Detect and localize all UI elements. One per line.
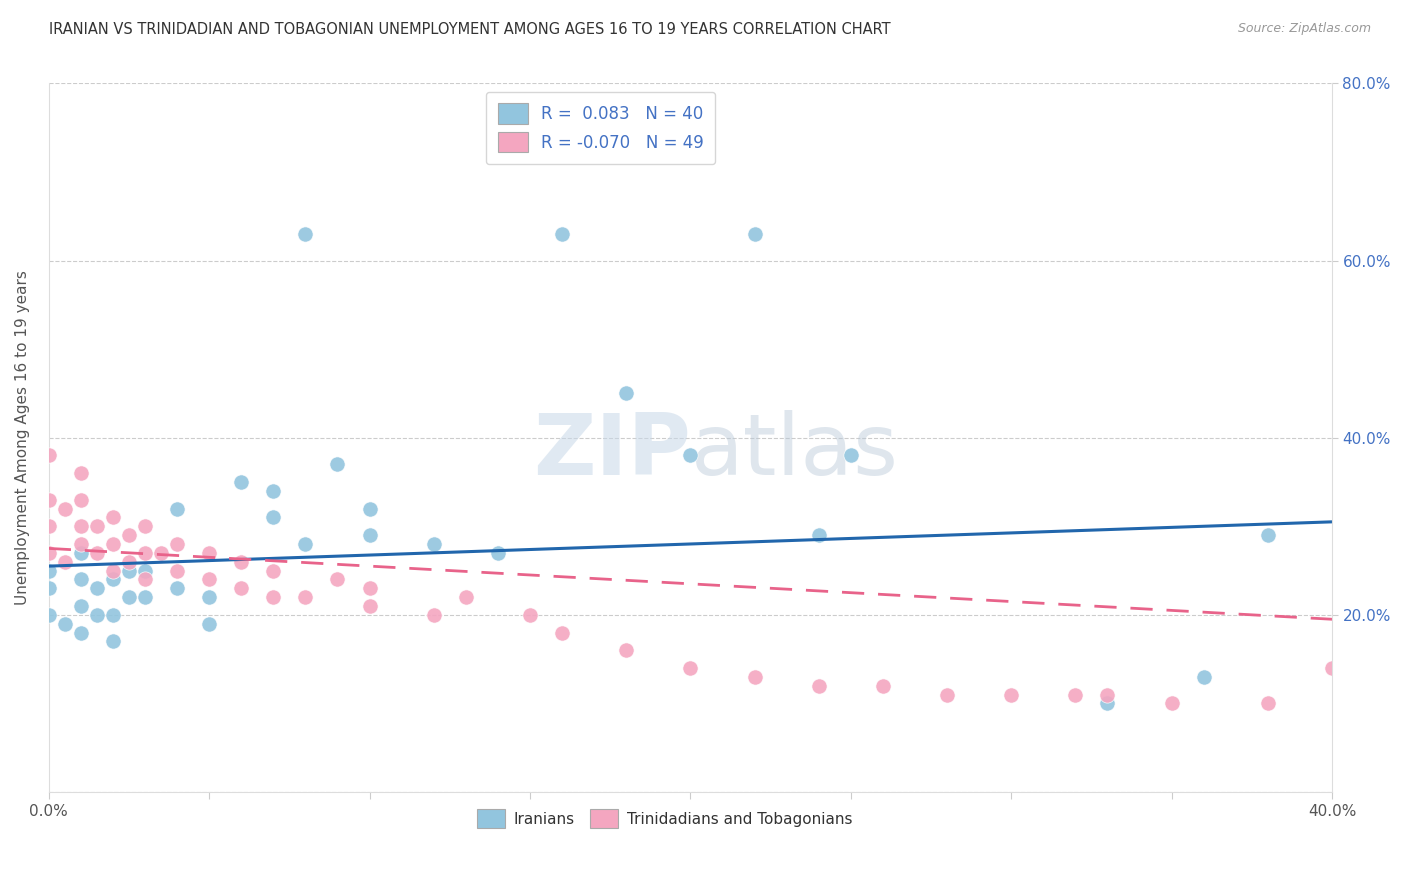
Point	[69, 519, 91, 533]
Point	[86, 546, 108, 560]
Point	[198, 546, 221, 560]
Point	[118, 528, 141, 542]
Point	[69, 546, 91, 560]
Point	[744, 670, 766, 684]
Text: atlas: atlas	[690, 410, 898, 493]
Point	[326, 457, 349, 471]
Point	[807, 528, 830, 542]
Point	[614, 643, 637, 657]
Point	[1097, 688, 1119, 702]
Point	[69, 599, 91, 613]
Point	[1097, 697, 1119, 711]
Point	[359, 528, 381, 542]
Point	[422, 607, 444, 622]
Text: ZIP: ZIP	[533, 410, 690, 493]
Point	[551, 625, 574, 640]
Point	[294, 227, 316, 241]
Point	[294, 537, 316, 551]
Point	[1192, 670, 1215, 684]
Point	[69, 573, 91, 587]
Point	[551, 227, 574, 241]
Point	[69, 466, 91, 480]
Point	[118, 564, 141, 578]
Text: IRANIAN VS TRINIDADIAN AND TOBAGONIAN UNEMPLOYMENT AMONG AGES 16 TO 19 YEARS COR: IRANIAN VS TRINIDADIAN AND TOBAGONIAN UN…	[49, 22, 891, 37]
Point	[231, 555, 253, 569]
Point	[86, 607, 108, 622]
Point	[38, 564, 60, 578]
Point	[359, 501, 381, 516]
Point	[166, 564, 188, 578]
Point	[38, 607, 60, 622]
Point	[679, 449, 702, 463]
Point	[101, 634, 124, 648]
Point	[1000, 688, 1022, 702]
Point	[38, 492, 60, 507]
Point	[519, 607, 541, 622]
Point	[198, 590, 221, 604]
Point	[118, 590, 141, 604]
Point	[326, 573, 349, 587]
Point	[166, 581, 188, 595]
Point	[1064, 688, 1087, 702]
Point	[807, 679, 830, 693]
Point	[134, 546, 156, 560]
Point	[262, 483, 284, 498]
Point	[101, 573, 124, 587]
Point	[1257, 528, 1279, 542]
Point	[231, 581, 253, 595]
Point	[359, 581, 381, 595]
Point	[69, 625, 91, 640]
Point	[166, 501, 188, 516]
Point	[262, 564, 284, 578]
Point	[38, 519, 60, 533]
Point	[262, 590, 284, 604]
Point	[231, 475, 253, 489]
Point	[53, 616, 76, 631]
Point	[38, 449, 60, 463]
Point	[454, 590, 477, 604]
Point	[359, 599, 381, 613]
Point	[422, 537, 444, 551]
Point	[198, 616, 221, 631]
Legend: Iranians, Trinidadians and Tobagonians: Iranians, Trinidadians and Tobagonians	[471, 803, 859, 834]
Point	[101, 537, 124, 551]
Point	[118, 555, 141, 569]
Point	[1320, 661, 1343, 675]
Point	[101, 510, 124, 524]
Point	[614, 386, 637, 401]
Point	[53, 555, 76, 569]
Point	[262, 510, 284, 524]
Point	[150, 546, 173, 560]
Point	[38, 581, 60, 595]
Text: Source: ZipAtlas.com: Source: ZipAtlas.com	[1237, 22, 1371, 36]
Point	[486, 546, 509, 560]
Point	[86, 519, 108, 533]
Point	[1160, 697, 1182, 711]
Point	[134, 573, 156, 587]
Point	[101, 607, 124, 622]
Y-axis label: Unemployment Among Ages 16 to 19 years: Unemployment Among Ages 16 to 19 years	[15, 270, 30, 605]
Point	[69, 492, 91, 507]
Point	[86, 581, 108, 595]
Point	[134, 590, 156, 604]
Point	[1257, 697, 1279, 711]
Point	[134, 564, 156, 578]
Point	[101, 564, 124, 578]
Point	[166, 537, 188, 551]
Point	[198, 573, 221, 587]
Point	[53, 501, 76, 516]
Point	[134, 519, 156, 533]
Point	[679, 661, 702, 675]
Point	[839, 449, 862, 463]
Point	[872, 679, 894, 693]
Point	[294, 590, 316, 604]
Point	[744, 227, 766, 241]
Point	[936, 688, 959, 702]
Point	[38, 546, 60, 560]
Point	[69, 537, 91, 551]
